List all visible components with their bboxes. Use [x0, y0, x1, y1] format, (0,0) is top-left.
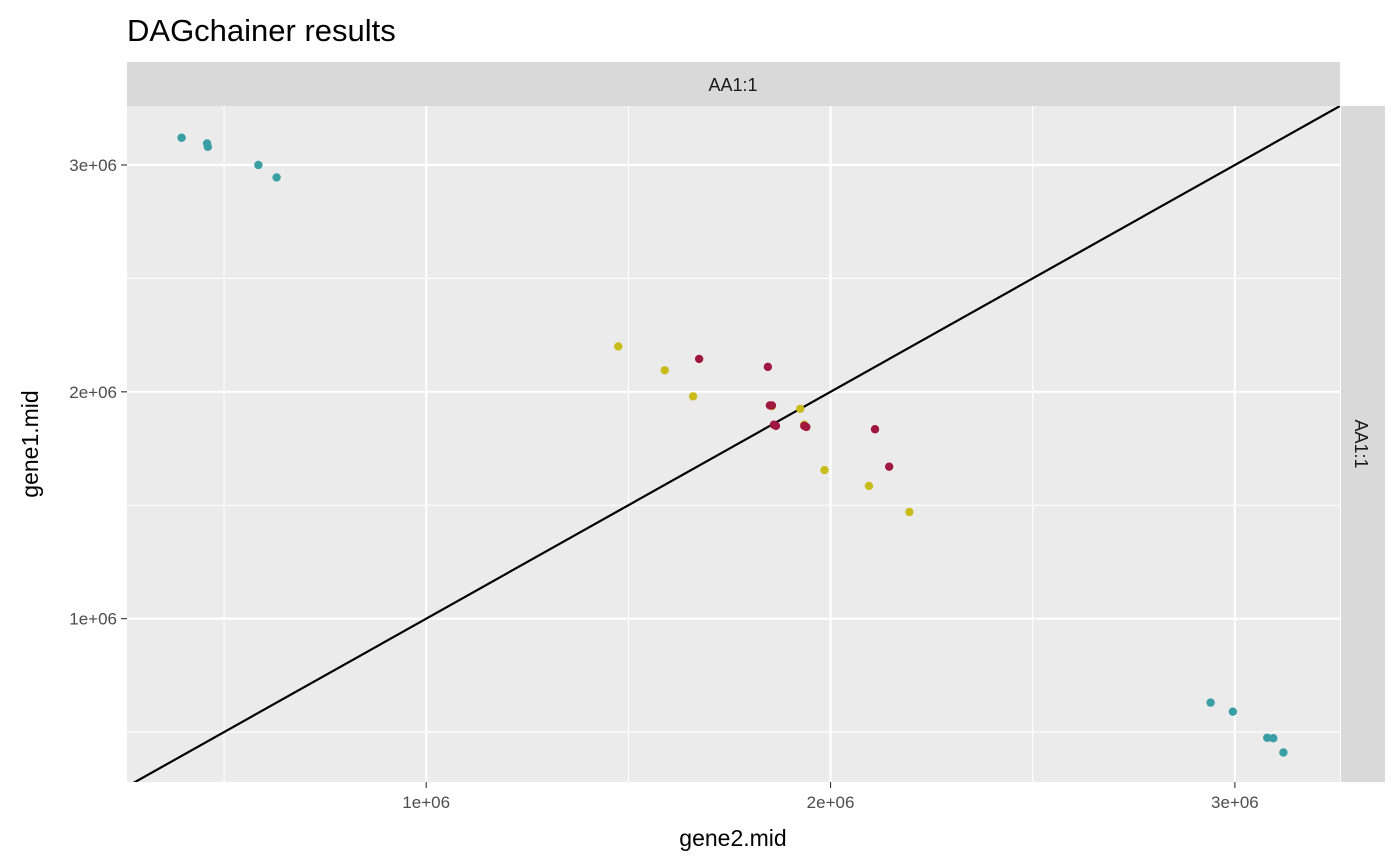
chart-title: DAGchainer results: [127, 13, 396, 48]
point-series2-8: [870, 425, 880, 434]
grid-major: [127, 106, 1340, 782]
x-axis: 1e+06 2e+06 3e+06: [402, 782, 1259, 812]
point-series2-3: [767, 401, 777, 410]
point-series1-6: [820, 465, 829, 475]
point-series1-8: [905, 507, 914, 517]
point-series1-1: [660, 366, 669, 375]
point-series0-0: [177, 133, 186, 142]
point-series1-2: [688, 392, 698, 401]
y-axis-title: gene1.mid: [17, 390, 43, 497]
x-tick-label-1: 2e+06: [807, 793, 855, 812]
reference-line: [132, 106, 1340, 782]
point-series2-1: [763, 362, 773, 372]
point-series0-6: [1228, 707, 1238, 716]
point-series2-9: [884, 462, 894, 471]
facet-strip-right: [1341, 106, 1385, 782]
y-tick-label-1: 2e+06: [69, 383, 117, 402]
point-series2-0: [694, 354, 704, 364]
facet-strip-top-label: AA1:1: [708, 75, 757, 95]
data-points: [177, 133, 1288, 757]
facet-strip-top: [127, 62, 1340, 106]
y-tick-label-0: 1e+06: [69, 610, 117, 629]
point-series0-3: [254, 160, 263, 170]
grid-minor: [127, 106, 1340, 782]
point-series0-4: [272, 173, 281, 182]
x-tick-label-0: 1e+06: [402, 793, 450, 812]
reference-line-layer: [132, 106, 1340, 782]
y-axis: 1e+06 2e+06 3e+06: [69, 156, 127, 629]
point-series1-7: [864, 481, 874, 491]
facet-strip-right-label: AA1:1: [1351, 419, 1371, 468]
y-tick-label-2: 3e+06: [69, 156, 117, 175]
point-series1-0: [614, 342, 623, 351]
point-series0-9: [1279, 748, 1288, 757]
point-series2-7: [802, 422, 811, 432]
point-series1-4: [796, 404, 805, 414]
x-tick-label-2: 3e+06: [1211, 793, 1259, 812]
point-series2-5: [771, 421, 781, 431]
point-series0-5: [1206, 698, 1215, 707]
point-series0-7: [1263, 733, 1272, 742]
point-series0-2: [203, 142, 213, 152]
x-axis-title: gene2.mid: [679, 825, 786, 851]
point-series0-8: [1269, 734, 1278, 743]
